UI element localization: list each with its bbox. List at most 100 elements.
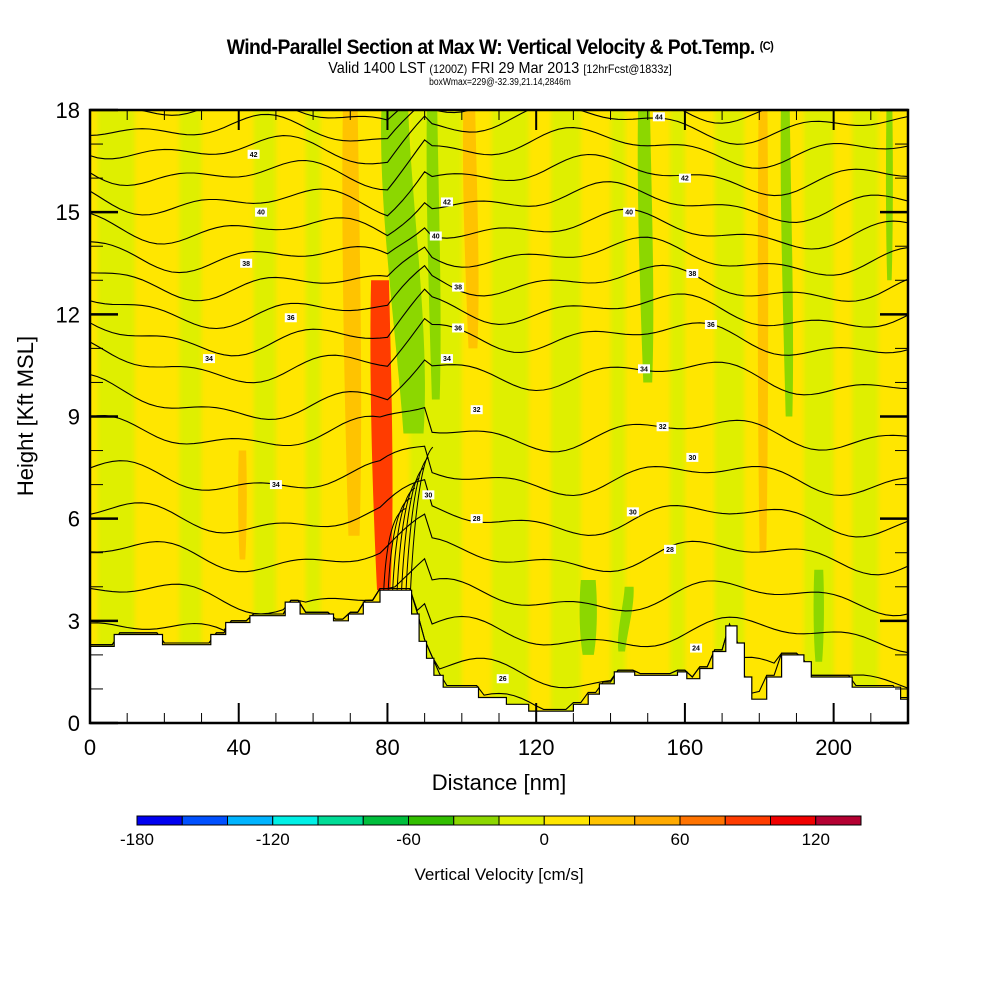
plot-area: 42 40 38 36 34 34 42 40 38 36 34 32 30 28 44 42 40 38 36 34…	[88, 43, 910, 725]
colorbar-segment	[136, 815, 183, 826]
y-tick-label: 9	[68, 405, 80, 430]
contour-label: 34	[272, 482, 280, 489]
contour-label-bg	[452, 323, 465, 333]
y-tick-label: 6	[68, 507, 80, 532]
contour-label: 36	[707, 322, 715, 329]
contour-label: 26	[499, 676, 507, 683]
y-tick-label: 18	[56, 98, 80, 123]
colorbar-segment	[453, 815, 500, 826]
terrain-profile	[90, 589, 908, 723]
axis-ticks	[89, 108, 909, 725]
contour-label: 30	[629, 509, 637, 516]
w-feature-band-188	[780, 110, 794, 417]
theta-contour-37	[90, 236, 908, 302]
colorbar-segment	[679, 815, 726, 826]
y-tick-label: 3	[68, 609, 80, 634]
colorbar-tick-label: -60	[396, 830, 421, 849]
chart-title: Wind-Parallel Section at Max W: Vertical…	[40, 36, 960, 60]
contour-label: 34	[205, 356, 213, 363]
colorbar-segment	[317, 815, 364, 826]
x-tick-label: 160	[667, 735, 704, 760]
w-feature-band-215	[885, 110, 893, 281]
contour-label: 34	[443, 356, 451, 363]
y-tick-label: 15	[56, 200, 80, 225]
field-band-weak-downdraft	[551, 110, 581, 723]
forecast-info: [12hrFcst@1833z]	[583, 62, 672, 76]
colorbar-segment	[589, 815, 636, 826]
w-feature-band-193	[813, 569, 824, 662]
contour-label-bg	[452, 282, 465, 292]
contour-label: 36	[454, 325, 462, 332]
colorbar-segment	[543, 815, 590, 826]
w-feature-updraft-shell	[370, 280, 393, 591]
w-feature-band-41	[238, 450, 247, 560]
x-tick-labels: 0 40 80 120 160 200	[84, 735, 852, 760]
contour-label: 42	[443, 199, 451, 206]
contour-label: 38	[688, 271, 696, 278]
field-band-weak-downdraft	[305, 110, 321, 723]
theta-contour-compressed	[387, 497, 411, 591]
colorbar-segment	[724, 815, 771, 826]
contour-label-bg	[247, 149, 260, 159]
colorbar-tick-label: -120	[256, 830, 290, 849]
contour-label: 32	[473, 407, 481, 414]
colorbar-segment	[498, 815, 545, 826]
theta-contour-41	[90, 127, 908, 191]
terrain	[90, 589, 908, 723]
valid-time: Valid 1400 LST	[328, 60, 426, 77]
contour-label-bg	[470, 514, 483, 524]
contour-label-bg	[638, 364, 651, 374]
w-feature-band-143	[617, 586, 634, 652]
theta-contours	[90, 43, 908, 710]
contour-label-bg	[626, 507, 639, 517]
contour-label: 42	[250, 152, 258, 159]
y-tick-labels: 0 3 6 9 12 15 18	[56, 98, 80, 736]
theta-contour-39	[90, 181, 908, 245]
x-tick-label: 0	[84, 735, 96, 760]
theta-contour-35	[90, 288, 908, 357]
colorbar-tick-label: 60	[671, 830, 690, 849]
colorbar-segment	[272, 815, 319, 826]
contour-label-bg	[470, 405, 483, 415]
w-feature-band-181	[757, 110, 769, 553]
contour-label-bg	[690, 643, 703, 653]
colorbar-tick-label: 0	[540, 830, 549, 849]
theta-contour-33	[90, 359, 908, 420]
contour-label-bg	[429, 231, 442, 241]
contour-label-bg	[686, 268, 699, 278]
contour-label: 38	[242, 261, 250, 268]
x-tick-label: 80	[375, 735, 399, 760]
valid-date: FRI 29 Mar 2013	[471, 60, 580, 77]
title-text: Wind-Parallel Section at Max W: Vertical…	[226, 36, 756, 59]
x-tick-label: 40	[226, 735, 250, 760]
colorbar-segment	[408, 815, 455, 826]
field-band-weak-downdraft	[179, 110, 202, 723]
theta-contour-34	[90, 317, 908, 384]
contour-label-bg	[240, 258, 253, 268]
y-tick-label: 12	[56, 302, 80, 327]
theta-contour-42	[90, 110, 908, 165]
contour-label-bg	[686, 452, 699, 462]
contour-label-bg	[269, 480, 282, 490]
vertical-velocity-field	[90, 110, 908, 723]
theta-contour-45	[90, 43, 908, 103]
contour-label: 38	[454, 285, 462, 292]
x-tick-label: 120	[518, 735, 555, 760]
contour-label-bg	[664, 544, 677, 554]
contour-label: 36	[287, 315, 295, 322]
contour-label: 24	[692, 646, 700, 653]
colorbar-segment	[362, 815, 409, 826]
copyright-mark: (C)	[759, 39, 774, 53]
contour-labels: 42 40 38 36 34 34 42 40 38 36 34 32 30 28 44 42 40 38 36 34…	[202, 112, 717, 684]
theta-contour-28	[90, 557, 908, 617]
w-feature-band-103	[462, 110, 479, 349]
w-feature-band-133	[579, 579, 597, 655]
w-feature-band-93	[426, 110, 441, 400]
theta-contour-36	[90, 264, 908, 330]
colorbar-segment	[770, 815, 817, 826]
contour-label-bg	[255, 207, 268, 217]
field-band-weak-downdraft	[852, 110, 879, 723]
theta-contour-compressed	[401, 467, 425, 591]
colorbar: -180 -120 -60 0 60 120	[120, 815, 862, 849]
